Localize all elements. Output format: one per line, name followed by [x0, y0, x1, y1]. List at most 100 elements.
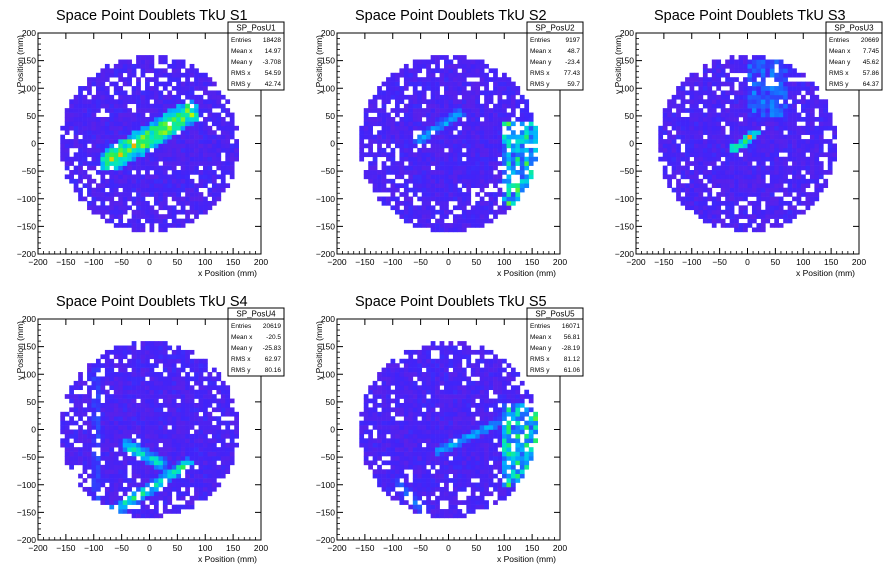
- heatmap-cell: [703, 157, 708, 162]
- heatmap-cell: [502, 82, 507, 87]
- heatmap-cell: [462, 55, 467, 60]
- heatmap-cell: [810, 174, 815, 179]
- heatmap-cell: [506, 121, 511, 126]
- heatmap-cell: [154, 77, 159, 82]
- heatmap-cell: [435, 77, 440, 82]
- heatmap-cell: [194, 68, 199, 73]
- heatmap-cell: [444, 166, 449, 171]
- heatmap-cell: [783, 73, 788, 78]
- heatmap-cell: [382, 90, 387, 95]
- heatmap-cell: [176, 201, 181, 206]
- heatmap-cell: [172, 447, 177, 452]
- heatmap-cell: [462, 214, 467, 219]
- heatmap-cell: [690, 95, 695, 100]
- heatmap-cell: [712, 166, 717, 171]
- heatmap-cell: [703, 86, 708, 91]
- heatmap-cell: [123, 60, 128, 65]
- heatmap-cell: [190, 505, 195, 510]
- heatmap-cell: [765, 130, 770, 135]
- heatmap-cell: [123, 99, 128, 104]
- heatmap-cell: [440, 210, 445, 215]
- heatmap-cell: [774, 108, 779, 113]
- heatmap-cell: [109, 363, 114, 368]
- heatmap-cell: [185, 407, 190, 412]
- heatmap-cell: [444, 64, 449, 69]
- heatmap-cell: [440, 227, 445, 232]
- heatmap-cell: [127, 460, 132, 465]
- heatmap-cell: [199, 148, 204, 153]
- heatmap-cell: [92, 368, 97, 373]
- heatmap-cell: [136, 509, 141, 514]
- heatmap-cell: [225, 394, 230, 399]
- heatmap-cell: [141, 500, 146, 505]
- heatmap-cell: [739, 126, 744, 131]
- heatmap-cell: [480, 148, 485, 153]
- heatmap-cell: [368, 390, 373, 395]
- heatmap-cell: [453, 139, 458, 144]
- heatmap-cell: [395, 144, 400, 149]
- heatmap-cell: [154, 73, 159, 78]
- heatmap-cell: [734, 121, 739, 126]
- heatmap-cell: [457, 170, 462, 175]
- heatmap-cell: [457, 135, 462, 140]
- heatmap-cell: [194, 166, 199, 171]
- heatmap-cell: [181, 363, 186, 368]
- heatmap-cell: [78, 376, 83, 381]
- heatmap-cell: [136, 104, 141, 109]
- heatmap-cell: [466, 201, 471, 206]
- heatmap-cell: [176, 385, 181, 390]
- heatmap-cell: [83, 148, 88, 153]
- heatmap-cell: [431, 179, 436, 184]
- heatmap-cell: [181, 210, 186, 215]
- heatmap-cell: [118, 90, 123, 95]
- heatmap-cell: [132, 500, 137, 505]
- heatmap-cell: [221, 126, 226, 131]
- heatmap-cell: [181, 407, 186, 412]
- heatmap-cell: [681, 188, 686, 193]
- heatmap-cell: [725, 157, 730, 162]
- heatmap-cell: [417, 99, 422, 104]
- heatmap-cell: [440, 161, 445, 166]
- heatmap-cell: [453, 174, 458, 179]
- heatmap-cell: [752, 205, 757, 210]
- heatmap-cell: [141, 376, 146, 381]
- heatmap-cell: [216, 434, 221, 439]
- heatmap-cell: [181, 456, 186, 461]
- heatmap-cell: [408, 95, 413, 100]
- heatmap-cell: [105, 205, 110, 210]
- heatmap-cell: [150, 144, 155, 149]
- heatmap-cell: [413, 139, 418, 144]
- heatmap-cell: [685, 108, 690, 113]
- stats-row-label: Mean x: [231, 48, 253, 55]
- heatmap-cell: [78, 161, 83, 166]
- heatmap-cell: [87, 487, 92, 492]
- heatmap-cell: [832, 130, 837, 135]
- heatmap-cell: [176, 407, 181, 412]
- heatmap-cell: [386, 86, 391, 91]
- heatmap-cell: [698, 113, 703, 118]
- heatmap-cell: [87, 86, 92, 91]
- heatmap-cell: [756, 183, 761, 188]
- heatmap-cell: [74, 135, 79, 140]
- heatmap-cell: [359, 139, 364, 144]
- heatmap-cell: [203, 157, 208, 162]
- heatmap-cell: [431, 170, 436, 175]
- heatmap-cell: [230, 152, 235, 157]
- heatmap-cell: [185, 219, 190, 224]
- heatmap-cell: [774, 90, 779, 95]
- heatmap-cell: [413, 68, 418, 73]
- heatmap-cell: [145, 152, 150, 157]
- heatmap-cell: [810, 166, 815, 171]
- heatmap-cell: [694, 179, 699, 184]
- heatmap-cell: [801, 86, 806, 91]
- heatmap-cell: [382, 126, 387, 131]
- heatmap-cell: [462, 121, 467, 126]
- heatmap-cell: [69, 430, 74, 435]
- heatmap-cell: [181, 354, 186, 359]
- heatmap-cell: [685, 121, 690, 126]
- heatmap-cell: [176, 82, 181, 87]
- heatmap-cell: [96, 416, 101, 421]
- heatmap-cell: [774, 214, 779, 219]
- heatmap-cell: [100, 148, 105, 153]
- heatmap-cell: [373, 157, 378, 162]
